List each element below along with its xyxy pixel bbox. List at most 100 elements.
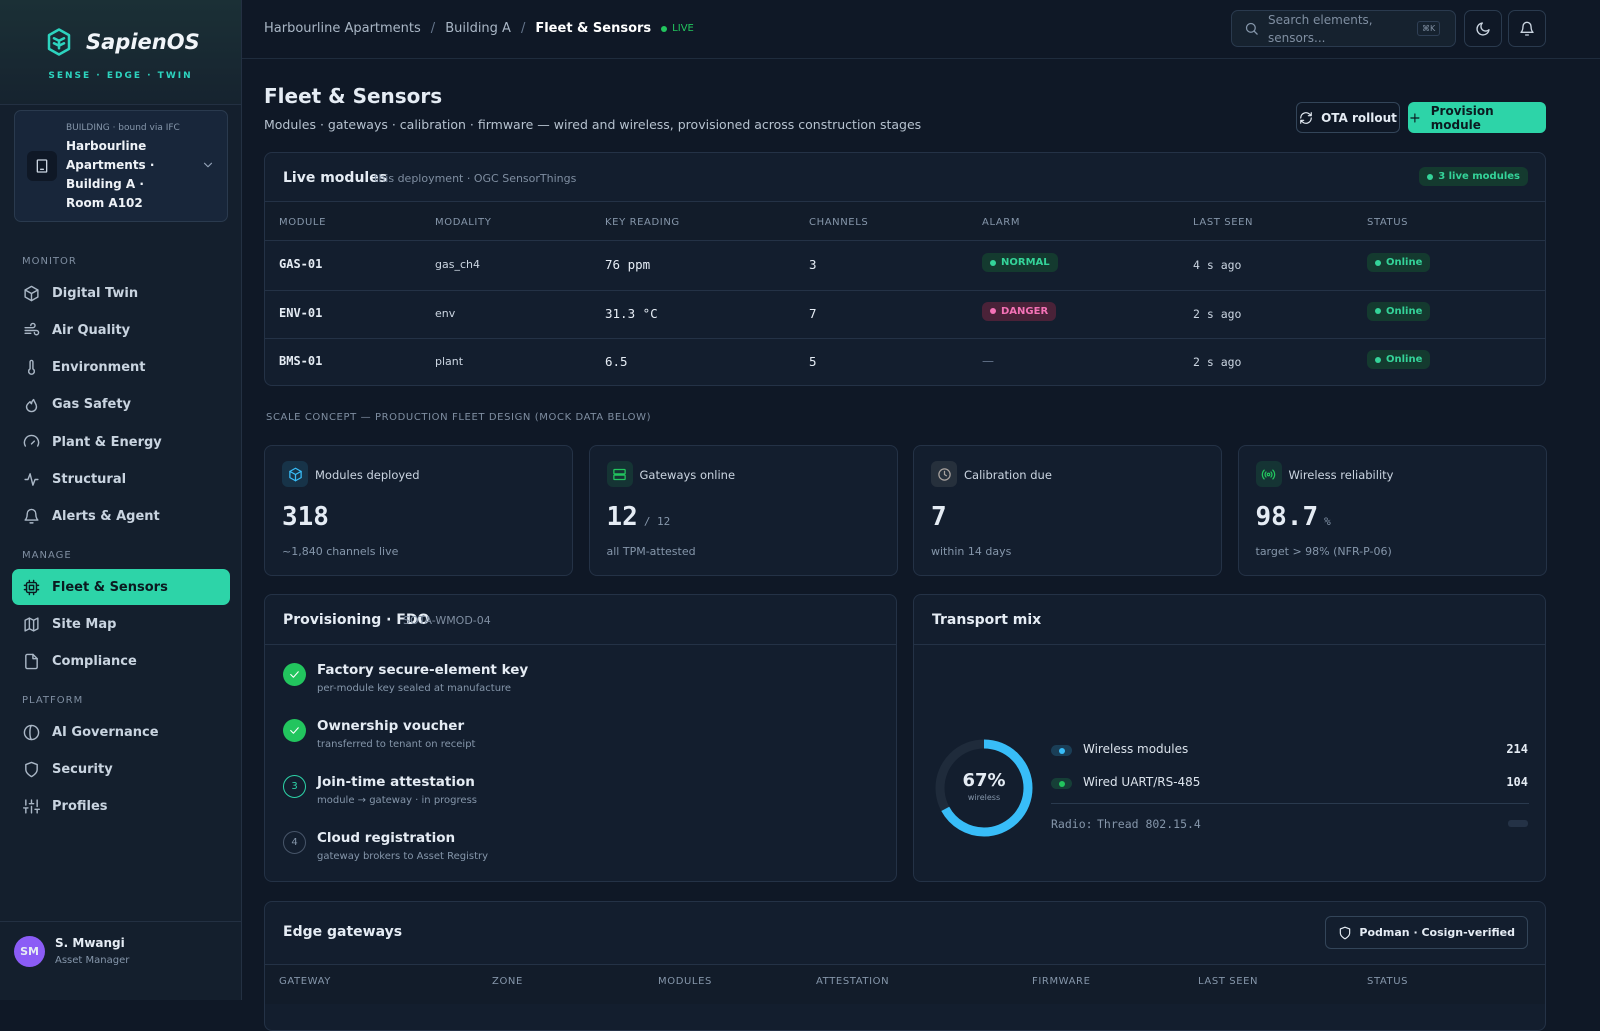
nav-label: Environment: [52, 360, 146, 376]
column-header: STATUS: [1367, 976, 1409, 987]
provision-button[interactable]: Provision module: [1408, 102, 1546, 133]
column-header: ATTESTATION: [816, 976, 890, 987]
scale-note: SCALE CONCEPT — PRODUCTION FLEET DESIGN …: [266, 412, 652, 423]
status-label: Online: [1386, 305, 1423, 317]
nav-item[interactable]: Plant & Energy: [12, 424, 230, 460]
stat-value-row: 98.7%: [1256, 502, 1331, 532]
card-subtitle: this deployment · OGC SensorThings: [374, 172, 577, 185]
nav-label: Profiles: [52, 799, 108, 815]
nav-item[interactable]: Structural: [12, 462, 230, 498]
column-header: ZONE: [492, 976, 523, 987]
stat-card: Gateways online 12 / 12 all TPM-attested: [588, 445, 898, 576]
stat-label: Modules deployed: [315, 468, 420, 482]
legend-swatch: [1051, 745, 1072, 756]
nav-item[interactable]: Digital Twin: [12, 275, 230, 311]
breadcrumb[interactable]: Harbourline Apartments: [264, 21, 421, 36]
nav-item[interactable]: Air Quality: [12, 312, 230, 348]
card-title: Edge gateways: [283, 924, 403, 940]
column-header: CHANNELS: [809, 217, 869, 228]
notifications[interactable]: [1508, 10, 1546, 47]
tagline: SENSE · EDGE · TWIN: [48, 71, 193, 81]
nav-section-title: PLATFORM: [22, 695, 84, 706]
badge-label: Podman · Cosign-verified: [1359, 926, 1515, 939]
user-role: Asset Manager: [55, 955, 130, 966]
page-subtitle: Modules · gateways · calibration · firmw…: [264, 117, 922, 132]
legend-value: 104: [1506, 775, 1528, 789]
column-header: MODULE: [279, 217, 327, 228]
stat-card: Modules deployed 318 ~1,840 channels live: [264, 445, 573, 576]
module-id: GAS-01: [279, 257, 323, 271]
live-modules-card: Live modules this deployment · OGC Sensor…: [264, 152, 1546, 386]
nav-label: Security: [52, 761, 113, 777]
breadcrumb[interactable]: Building A: [445, 21, 511, 36]
divider: [265, 644, 896, 645]
stat-value-row: 12 / 12: [607, 502, 671, 532]
transport-card: Transport mix 67% wireless Wireless modules…: [913, 594, 1546, 882]
nav-item[interactable]: Alerts & Agent: [12, 499, 230, 535]
donut-label: 67%: [962, 770, 1006, 791]
step-detail: gateway brokers to Asset Registry: [317, 851, 489, 862]
user-divider: [0, 921, 241, 922]
channels: 3: [809, 257, 817, 272]
context-switcher[interactable]: BUILDING · bound via IFC Harbourline Apar…: [14, 110, 228, 222]
alarm-label: DANGER: [1001, 305, 1049, 317]
nav-item[interactable]: AI Governance: [12, 714, 230, 750]
theme-toggle[interactable]: [1464, 10, 1502, 47]
avatar: SM: [14, 936, 45, 967]
alarm: —: [982, 354, 994, 368]
breadcrumb-separator: /: [520, 21, 526, 36]
nav-item[interactable]: Gas Safety: [12, 387, 230, 423]
search-placeholder: Search elements, sensors...: [1268, 12, 1373, 45]
search[interactable]: Search elements, sensors... ⌘K: [1231, 10, 1456, 47]
badge-label: 3 live modules: [1438, 171, 1520, 182]
modality: gas_ch4: [435, 258, 480, 271]
alarm-pill: NORMAL: [982, 253, 1058, 272]
nav-label: Plant & Energy: [52, 434, 162, 450]
stat-detail: within 14 days: [931, 545, 1012, 558]
table-head-bg: [265, 964, 1545, 1004]
stat-label: Gateways online: [639, 468, 736, 482]
alarm-label: NORMAL: [1001, 257, 1050, 268]
channels: 5: [809, 354, 817, 369]
stat-icon: [606, 461, 633, 487]
legend-name: Wired UART/RS-485: [1083, 775, 1201, 789]
modality: plant: [435, 355, 464, 368]
donut-caption: wireless: [967, 793, 1001, 802]
stat-value: 12: [606, 502, 638, 532]
button-label: Provision module: [1430, 103, 1494, 132]
stat-icon: [931, 461, 957, 487]
ota-button[interactable]: OTA rollout: [1296, 102, 1400, 133]
key-reading: 76 ppm: [605, 257, 651, 272]
sidebar: SapienOS SENSE · EDGE · TWIN BUILDING · bo…: [0, 0, 242, 1000]
nav-item[interactable]: Security: [12, 751, 230, 787]
radio-label: Radio:: [1051, 817, 1093, 831]
stat-detail: target > 98% (NFR-P-06): [1255, 545, 1392, 558]
logo: [44, 27, 74, 61]
legend-swatch: [1051, 778, 1072, 789]
radio-value: Thread 802.15.4: [1097, 817, 1201, 831]
nav-item[interactable]: Profiles: [12, 789, 230, 825]
nav-item[interactable]: Compliance: [12, 644, 230, 680]
stat-suffix: / 12: [643, 515, 671, 528]
radio-bar: [1508, 820, 1528, 827]
nav-item[interactable]: Fleet & Sensors: [12, 569, 230, 606]
nav-label: Alerts & Agent: [52, 509, 160, 525]
module-id: BMS-01: [279, 354, 323, 368]
live-label: LIVE: [672, 23, 694, 34]
nav-label: Compliance: [52, 654, 137, 670]
column-header: LAST SEEN: [1193, 217, 1254, 228]
step-title: Factory secure-element key: [317, 662, 529, 678]
nav-item[interactable]: Site Map: [12, 606, 230, 642]
nav-item[interactable]: Environment: [12, 350, 230, 386]
nav-section-title: MONITOR: [22, 256, 77, 267]
step-title: Ownership voucher: [317, 718, 465, 734]
context-name: Harbourline Apartments · Building A · Ro…: [66, 139, 155, 210]
column-header: KEY READING: [605, 217, 680, 228]
step-title: Join-time attestation: [317, 774, 475, 790]
nav-label: Fleet & Sensors: [52, 579, 168, 595]
row-divider: [265, 338, 1545, 339]
nav-label: Digital Twin: [52, 285, 139, 301]
key-reading: 6.5: [605, 354, 628, 369]
stat-icon: [1255, 461, 1282, 487]
